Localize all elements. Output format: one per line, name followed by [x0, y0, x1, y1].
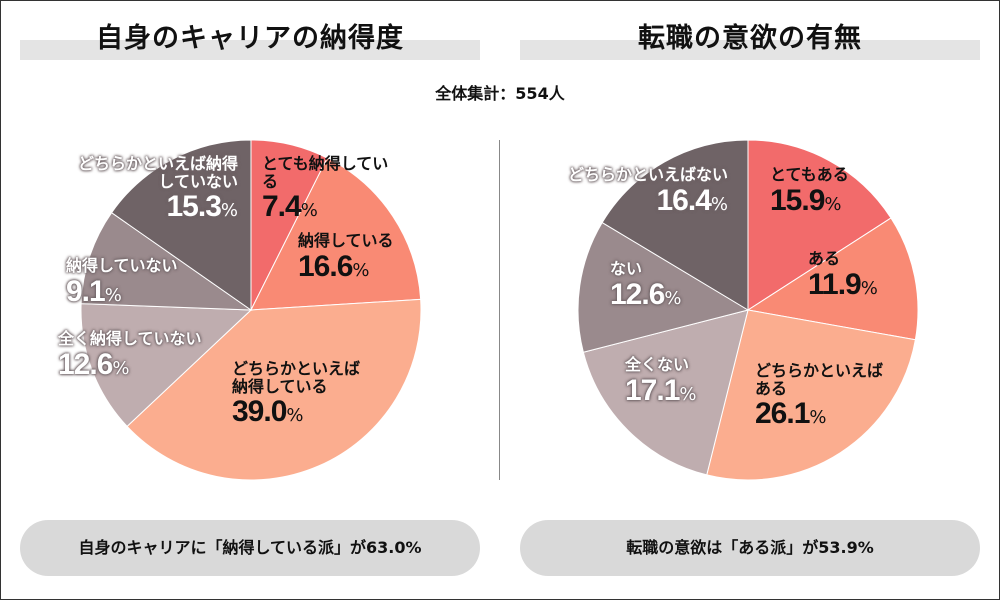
value-label: 26.1	[755, 397, 810, 431]
percent-unit: %	[809, 407, 827, 429]
slice-label: ある 11.9%	[808, 250, 878, 301]
value-label: 11.9	[808, 267, 862, 301]
value-label: 15.9	[770, 183, 825, 217]
percent-unit: %	[824, 193, 842, 215]
value-label: 39.0	[232, 395, 287, 429]
value-label: 9.1	[66, 274, 106, 308]
category-label: 納得していない	[66, 256, 178, 275]
category-label: ない	[610, 259, 643, 278]
pie-slice	[80, 303, 253, 428]
category-label: どちらかといえば納得していない	[78, 154, 239, 191]
pie-slice	[746, 217, 919, 341]
pie-slice	[126, 298, 422, 481]
value-label: 7.4	[262, 190, 302, 224]
pie-slice	[110, 139, 252, 311]
percent-unit: %	[664, 287, 682, 309]
category-label: とても納得している	[262, 154, 389, 191]
percent-unit: %	[300, 200, 318, 222]
pie-slice	[706, 309, 916, 481]
title-bar-left	[20, 40, 480, 60]
category-label: 全く納得していない	[58, 329, 202, 348]
category-label: どちらかといえば納得している	[232, 359, 361, 396]
percent-unit: %	[352, 259, 370, 281]
percent-unit: %	[710, 193, 728, 215]
slice-label: 納得していない 9.1%	[66, 257, 178, 308]
total-count: 全体集計：554人	[435, 84, 565, 103]
divider	[499, 140, 500, 480]
pie-slice	[601, 139, 749, 311]
percent-unit: %	[286, 405, 304, 427]
slice-label: とても納得している 7.4%	[262, 154, 402, 224]
summary-right: 転職の意欲は「ある派」が53.9%	[520, 520, 980, 576]
category-label: どちらかといえばある	[755, 361, 884, 398]
category-label: ある	[808, 249, 841, 268]
summary-left: 自身のキャリアに「納得している派」が63.0%	[20, 520, 480, 576]
slice-label: どちらかといえば納得している 39.0%	[232, 359, 372, 429]
percent-unit: %	[860, 277, 878, 299]
value-label: 12.6	[610, 277, 665, 311]
category-label: どちらかといえばない	[568, 165, 729, 184]
pie-right	[577, 139, 919, 481]
pie-slice	[250, 157, 422, 311]
pie-slice	[577, 221, 750, 353]
value-label: 16.4	[656, 183, 712, 217]
slice-label: どちらかといえばある 26.1%	[755, 361, 895, 431]
slice-label: 全く納得していない 12.6%	[58, 330, 202, 381]
pie-slice	[80, 211, 253, 311]
category-label: 納得している	[298, 231, 394, 250]
slice-label: 納得している 16.6%	[298, 232, 394, 283]
category-label: 全くない	[625, 355, 690, 374]
percent-unit: %	[220, 200, 238, 222]
slice-label: 全くない 17.1%	[625, 356, 697, 407]
title-bar-right	[520, 40, 980, 60]
pie-slice	[747, 139, 892, 311]
pie-slice	[582, 309, 749, 476]
chart-title-right: 転職の意欲の有無	[638, 23, 862, 54]
category-label: とてもある	[770, 165, 849, 184]
value-label: 16.6	[298, 249, 353, 283]
slice-label: ない 12.6%	[610, 260, 682, 311]
value-label: 15.3	[166, 190, 222, 224]
slice-label: どちらかといえば納得していない 15.3%	[78, 154, 239, 224]
percent-unit: %	[104, 284, 122, 306]
slice-label: とてもある 15.9%	[770, 166, 849, 217]
slice-label: どちらかといえばない 16.4%	[568, 166, 728, 217]
percent-unit: %	[112, 357, 130, 379]
pie-left	[80, 139, 422, 481]
value-label: 12.6	[58, 347, 113, 381]
chart-title-left: 自身のキャリアの納得度	[96, 23, 404, 54]
percent-unit: %	[679, 383, 697, 405]
value-label: 17.1	[625, 373, 680, 407]
